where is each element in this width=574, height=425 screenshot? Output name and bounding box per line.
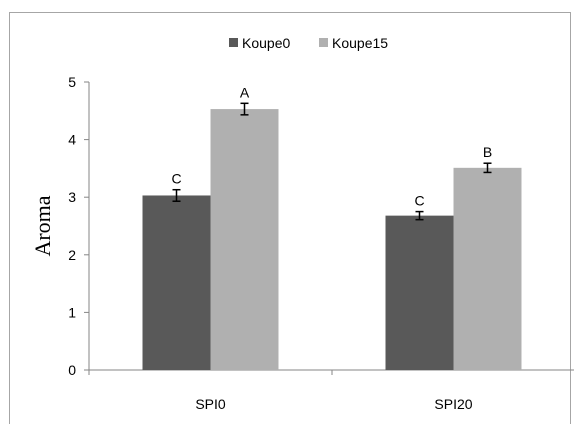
x-tick-label: SPI20	[434, 396, 472, 412]
bars: C A C B	[142, 84, 522, 371]
data-label: A	[240, 84, 250, 100]
legend-label: Koupe15	[332, 35, 388, 51]
legend-swatch	[229, 38, 238, 47]
y-tick-label: 2	[68, 247, 76, 263]
bar	[385, 215, 454, 370]
bar	[453, 167, 522, 370]
y-axis-title: Aroma	[30, 195, 55, 256]
y-tick-label: 3	[68, 189, 76, 205]
legend-swatch	[319, 38, 328, 47]
data-label: C	[171, 171, 181, 187]
legend: Koupe0 Koupe15	[229, 35, 388, 51]
y-tick-label: 0	[68, 362, 76, 378]
y-tick-label: 5	[68, 74, 76, 90]
x-tick-label: SPI0	[195, 396, 226, 412]
bar	[142, 195, 211, 370]
data-label: C	[414, 193, 424, 209]
y-tick-label: 4	[68, 132, 76, 148]
data-label: B	[483, 144, 492, 160]
bar	[210, 109, 279, 371]
legend-label: Koupe0	[242, 35, 290, 51]
y-tick-label: 1	[68, 304, 76, 320]
